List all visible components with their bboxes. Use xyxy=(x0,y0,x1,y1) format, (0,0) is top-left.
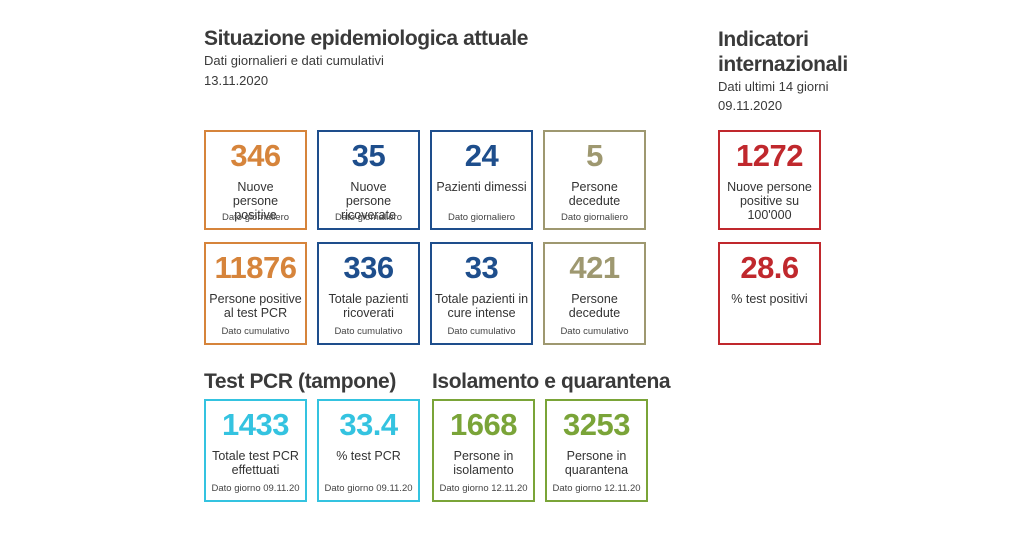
card-label: Nuove persone ricoverate xyxy=(341,180,396,222)
card-note: Dato giorno 12.11.20 xyxy=(552,483,641,494)
card-note: Dato giorno 12.11.20 xyxy=(439,483,528,494)
card-note: Dato giorno 09.11.20 xyxy=(211,483,300,494)
card-note: Dato cumulativo xyxy=(334,326,403,337)
card-label: Persone in quarantena xyxy=(564,449,629,477)
card-positivity-rate: 28.6 % test positivi xyxy=(718,242,821,345)
international-date: 09.11.2020 xyxy=(718,98,783,113)
card-value: 24 xyxy=(464,138,499,173)
card-value: 28.6 xyxy=(740,250,799,285)
card-intensive-care: 33 Totale pazienti in cure intense Dato … xyxy=(430,242,533,345)
card-total-hospitalized: 336 Totale pazienti ricoverati Dato cumu… xyxy=(317,242,420,345)
international-subtitle: Dati ultimi 14 giorni xyxy=(718,79,829,94)
international-title-line1: Indicatori xyxy=(718,28,809,51)
card-note: Dato cumulativo xyxy=(560,326,629,337)
card-value: 1433 xyxy=(222,407,289,442)
card-value: 33.4 xyxy=(339,407,398,442)
card-test-percentage: 33.4 % test PCR Dato giorno 09.11.20 xyxy=(317,399,420,502)
card-deceased-cumulative: 421 Persone decedute Dato cumulativo xyxy=(543,242,646,345)
card-label: % test PCR xyxy=(336,449,401,463)
card-total-positive: 11876 Persone positive al test PCR Dato … xyxy=(204,242,307,345)
card-value: 421 xyxy=(569,250,620,285)
card-value: 1272 xyxy=(736,138,803,173)
card-label: Persone decedute xyxy=(568,180,621,208)
situation-subtitle: Dati giornalieri e dati cumulativi xyxy=(204,53,384,68)
card-note: Dato giornaliero xyxy=(334,212,403,223)
card-value: 346 xyxy=(230,138,281,173)
card-note: Dato giornaliero xyxy=(560,212,629,223)
card-value: 1668 xyxy=(450,407,517,442)
card-quarantine: 3253 Persone in quarantena Dato giorno 1… xyxy=(545,399,648,502)
card-value: 11876 xyxy=(214,250,298,285)
card-note: Dato giornaliero xyxy=(221,212,290,223)
card-value: 336 xyxy=(343,250,394,285)
card-label: Totale pazienti in cure intense xyxy=(434,292,529,320)
card-value: 5 xyxy=(586,138,603,173)
card-incidence-100k: 1272 Nuove persone positive su 100'000 xyxy=(718,130,821,230)
card-label: Persone decedute xyxy=(568,292,621,320)
card-deceased-daily: 5 Persone decedute Dato giornaliero xyxy=(543,130,646,230)
card-label: Totale pazienti ricoverati xyxy=(328,292,409,320)
card-label: Totale test PCR effettuati xyxy=(212,449,299,477)
card-value: 3253 xyxy=(563,407,630,442)
card-new-positive: 346 Nuove persone positive Dato giornali… xyxy=(204,130,307,230)
card-note: Dato giornaliero xyxy=(447,212,516,223)
card-new-hospitalized: 35 Nuove persone ricoverate Dato giornal… xyxy=(317,130,420,230)
card-total-tests: 1433 Totale test PCR effettuati Dato gio… xyxy=(204,399,307,502)
test-section-title: Test PCR (tampone) xyxy=(204,370,396,393)
isolation-section-title: Isolamento e quarantena xyxy=(432,370,671,393)
card-label: Persone positive al test PCR xyxy=(209,292,302,320)
situation-title: Situazione epidemiologica attuale xyxy=(204,27,529,50)
card-label: Nuove persone positive su 100'000 xyxy=(727,180,812,222)
card-value: 35 xyxy=(351,138,386,173)
international-title-line2: internazionali xyxy=(718,53,848,76)
card-label: Pazienti dimessi xyxy=(436,180,527,194)
card-label: Nuove persone positive xyxy=(232,180,279,222)
card-note: Dato cumulativo xyxy=(221,326,290,337)
card-discharged: 24 Pazienti dimessi Dato giornaliero xyxy=(430,130,533,230)
card-label: % test positivi xyxy=(731,292,808,306)
card-note: Dato cumulativo xyxy=(447,326,516,337)
situation-date: 13.11.2020 xyxy=(204,73,269,88)
card-value: 33 xyxy=(464,250,499,285)
card-label: Persone in isolamento xyxy=(453,449,514,477)
card-isolation: 1668 Persone in isolamento Dato giorno 1… xyxy=(432,399,535,502)
card-note: Dato giorno 09.11.20 xyxy=(324,483,413,494)
